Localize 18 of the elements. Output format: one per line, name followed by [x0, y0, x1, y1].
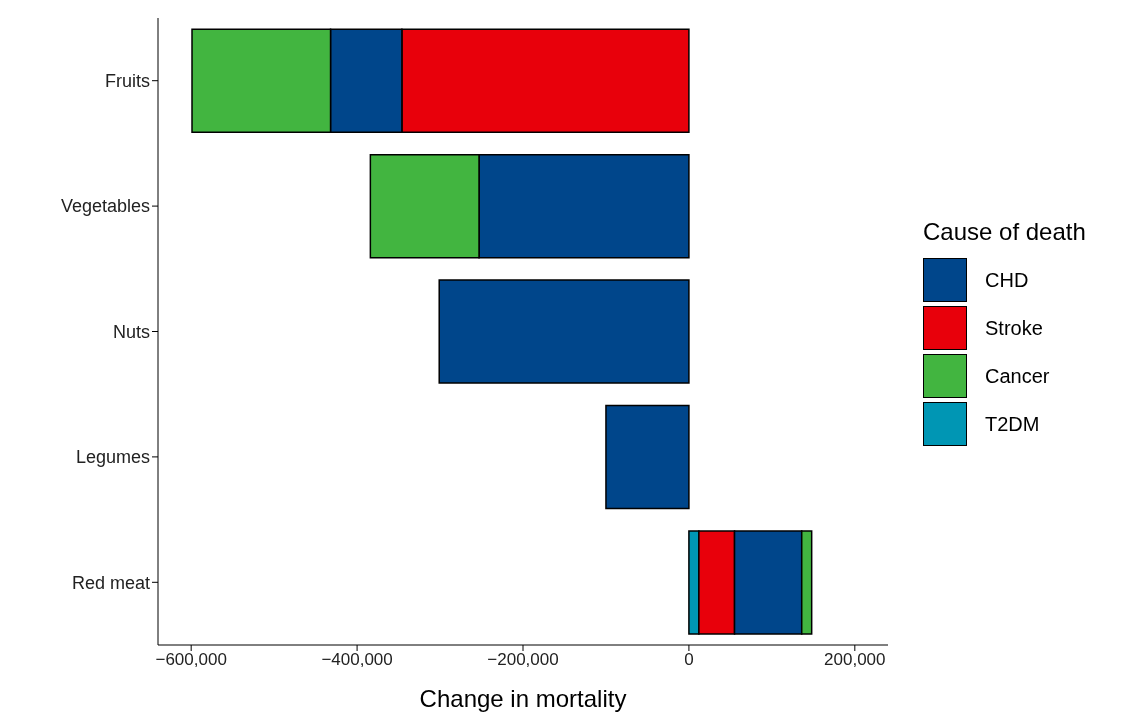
legend-label: Stroke	[985, 316, 1043, 340]
x-tick-label: −600,000	[155, 650, 227, 670]
x-axis-title: Change in mortality	[419, 685, 627, 712]
y-tick-label: Fruits	[105, 71, 150, 92]
legend-label: Cancer	[985, 364, 1050, 388]
x-tick-label: 0	[684, 650, 694, 670]
x-tick-label: 200,000	[824, 650, 886, 670]
legend-label: T2DM	[985, 412, 1040, 436]
bar	[438, 279, 690, 384]
y-tick-label: Red meat	[71, 572, 150, 593]
y-tick-label: Vegetables	[60, 196, 150, 217]
bar	[605, 404, 690, 510]
y-tick-label: Nuts	[112, 321, 150, 342]
legend-title: Cause of death	[923, 218, 1086, 246]
legend-label: CHD	[985, 268, 1029, 292]
x-tick-label: −200,000	[487, 650, 559, 670]
y-tick-label: Legumes	[75, 447, 150, 468]
x-tick-label: −400,000	[321, 650, 393, 670]
